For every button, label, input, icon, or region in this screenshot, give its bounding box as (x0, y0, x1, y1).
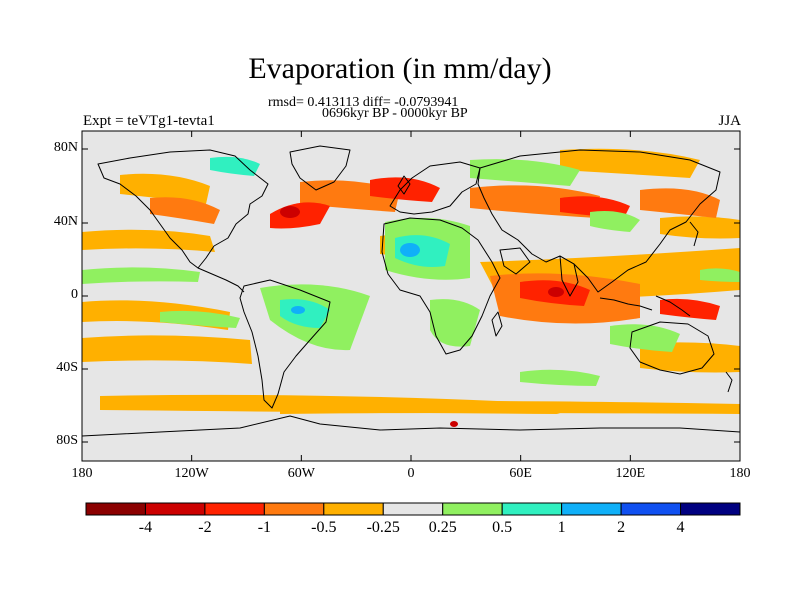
colorbar-swatch (442, 502, 503, 516)
x-tick-label: 60E (509, 466, 532, 481)
colorbar-label: 4 (676, 519, 685, 536)
anomaly-band-positive (82, 267, 200, 284)
anomaly-band-negative (370, 177, 440, 202)
colorbar-label: -0.5 (311, 519, 337, 536)
anomaly-band-negative (150, 197, 220, 224)
x-tick-label: 0 (407, 466, 415, 481)
axis-ticks (81, 131, 741, 461)
anomaly-spot-positive (210, 156, 260, 176)
anomaly-band-negative (120, 173, 210, 204)
colorbar-label: -4 (138, 519, 153, 536)
stats-line: rmsd= 0.413113 diff= -0.0793941 (268, 95, 459, 110)
colorbar-label: -0.25 (366, 519, 400, 536)
x-tick-label: 120W (174, 466, 209, 481)
colorbar-swatch (85, 502, 146, 516)
anomaly-band-positive (160, 310, 240, 328)
x-tick-label: 120E (615, 466, 646, 481)
colorbar-swatch (263, 502, 325, 516)
period-line: 0696kyr BP - 0000kyr BP (322, 106, 468, 121)
colorbar-swatch (382, 502, 444, 516)
anomaly-spot-strong-positive (291, 306, 305, 314)
anomaly-spot-strong-negative (280, 206, 300, 218)
colorbar-label: 0.25 (428, 519, 457, 536)
anomaly-band-positive (520, 369, 600, 386)
colorbar-swatch (620, 502, 682, 516)
y-tick-label: 40S (56, 360, 78, 375)
anomaly-spot-strong-negative (548, 287, 564, 297)
anomaly-band-positive (610, 324, 680, 352)
anomaly-spot-positive (280, 299, 330, 328)
season-label: JJA (718, 113, 741, 129)
colorbar-label: -1 (257, 519, 272, 536)
anomaly-band-positive (590, 211, 640, 232)
colorbar-label: 0.5 (492, 519, 513, 536)
anomaly-spot-strong-positive (400, 243, 420, 257)
y-tick-label: 80N (53, 140, 78, 155)
x-tick-label: 180 (71, 466, 93, 481)
y-tick-label: 0 (71, 287, 78, 302)
x-tick-label: 60W (287, 466, 315, 481)
colorbar-swatch (204, 502, 265, 516)
experiment-label: Expt = teVTg1-tevta1 (83, 113, 215, 129)
x-tick-label: 180 (729, 466, 751, 481)
colorbar-label: 1 (557, 519, 566, 536)
colorbar-swatch (561, 502, 622, 516)
anomaly-band-negative (660, 216, 740, 239)
colorbar (85, 502, 741, 516)
anomaly-band-negative (280, 401, 740, 414)
anomaly-band-positive (430, 299, 480, 347)
colorbar-swatch (680, 502, 741, 516)
colorbar-swatch (501, 502, 563, 516)
colorbar-label: 2 (617, 519, 626, 536)
colorbar-swatch (144, 502, 206, 516)
continent-outlines (82, 145, 740, 461)
colorbar-swatch (323, 502, 384, 516)
anomaly-fields (82, 148, 740, 427)
y-tick-label: 40N (53, 214, 78, 229)
anomaly-band-negative (660, 298, 720, 320)
anomaly-band-negative (640, 188, 720, 218)
anomaly-band-positive (700, 268, 740, 282)
anomaly-band-negative (82, 229, 215, 252)
colorbar-label: -2 (198, 519, 212, 536)
chart-title: Evaporation (in mm/day) (248, 52, 552, 85)
anomaly-spot-strong-negative (450, 421, 458, 427)
y-tick-label: 80S (56, 433, 78, 448)
anomaly-band-positive (470, 159, 580, 186)
anomaly-band-negative (82, 335, 252, 364)
